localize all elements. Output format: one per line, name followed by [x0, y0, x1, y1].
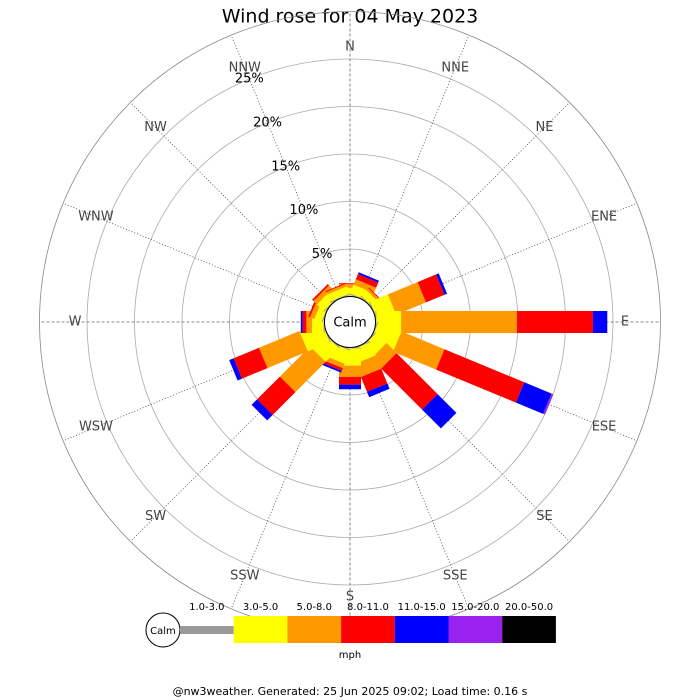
rose-segment	[251, 399, 273, 421]
direction-label: NNE	[441, 60, 469, 75]
rose-segment	[325, 282, 346, 293]
rose-segment	[339, 376, 361, 385]
direction-label: WNW	[78, 209, 114, 224]
calm-label: Calm	[333, 316, 366, 331]
spoke	[130, 102, 333, 305]
rose-segment	[393, 331, 445, 370]
radial-tick-label: 25%	[235, 72, 264, 87]
rose-segment	[325, 283, 348, 295]
spoke	[373, 202, 638, 313]
rose-segment	[302, 311, 307, 333]
radial-tick-label: 5%	[312, 247, 333, 262]
direction-label: SSE	[443, 569, 468, 584]
direction-label: SSW	[230, 569, 260, 584]
legend-label: 11.0-15.0	[398, 602, 446, 613]
legend-label: 1.0-3.0	[189, 602, 224, 613]
legend-swatch	[233, 616, 288, 643]
legend-label: 3.0-5.0	[243, 602, 278, 613]
legend-swatch	[448, 616, 503, 643]
direction-label: W	[69, 315, 82, 330]
rose-segment	[279, 346, 326, 393]
rose-segment	[355, 355, 382, 377]
direction-label: NE	[535, 120, 553, 135]
direction-label: NNW	[229, 60, 261, 75]
calm-circle	[324, 296, 376, 348]
rose-segment	[360, 368, 388, 392]
rose-segment	[257, 376, 296, 415]
spoke	[230, 345, 341, 610]
legend-swatch	[341, 616, 395, 643]
spoke	[62, 331, 327, 442]
legend-swatch	[287, 616, 342, 643]
legend-label: 8.0-11.0	[347, 602, 389, 613]
legend-label: 5.0-8.0	[297, 602, 332, 613]
rose-segment	[355, 274, 379, 288]
legend-label: 15.0-20.0	[451, 602, 499, 613]
rose-segment	[436, 349, 525, 403]
rose-segment	[417, 274, 445, 303]
legend-units: mph	[339, 650, 361, 661]
radial-tick-label: 10%	[289, 203, 318, 218]
rose-segment	[233, 347, 268, 379]
rose-segment	[422, 394, 457, 429]
legend-swatch	[502, 616, 556, 643]
rose-segment	[312, 284, 329, 301]
rose-segment	[229, 358, 242, 381]
spoke	[230, 34, 341, 299]
spoke	[367, 339, 570, 542]
legend-label: 20.0-50.0	[505, 602, 553, 613]
spoke	[367, 102, 570, 305]
spoke	[373, 331, 638, 442]
spoke	[359, 34, 470, 299]
footer: @nw3weather. Generated: 25 Jun 2025 09:0…	[173, 685, 528, 698]
legend-swatch	[180, 626, 234, 634]
direction-label: NW	[144, 120, 167, 135]
legend-calm-label: Calm	[150, 626, 176, 637]
spoke	[130, 339, 333, 542]
rose-segment	[515, 382, 552, 414]
direction-label: E	[621, 315, 629, 330]
legend-swatch	[394, 616, 449, 643]
direction-label: ENE	[591, 209, 617, 224]
rose-segment	[367, 383, 390, 398]
rose-segment	[326, 286, 350, 302]
direction-label: WSW	[79, 420, 113, 435]
direction-label: SE	[536, 509, 552, 524]
rose-segment	[259, 331, 308, 369]
rose-segment	[593, 311, 608, 333]
rose-segment	[313, 285, 333, 305]
rose-segment	[339, 365, 361, 377]
rose-segment	[358, 272, 379, 283]
spoke	[359, 345, 470, 610]
direction-label: S	[346, 590, 354, 605]
rose-segment	[401, 311, 517, 333]
radial-tick-label: 20%	[253, 115, 282, 130]
rose-segment	[381, 353, 438, 410]
rose-segment	[321, 359, 343, 371]
rose-segment	[320, 362, 342, 373]
radial-tick-label: 15%	[271, 159, 300, 174]
rose-segment	[543, 393, 554, 415]
rose-segment	[517, 311, 593, 333]
rose-segment	[300, 311, 303, 333]
rose-segment	[387, 282, 426, 315]
rose-segment	[436, 273, 448, 295]
spoke	[62, 202, 327, 313]
direction-label: SW	[145, 509, 166, 524]
direction-label: N	[345, 40, 355, 55]
rose-segment	[339, 384, 361, 390]
direction-label: ESE	[592, 420, 617, 435]
